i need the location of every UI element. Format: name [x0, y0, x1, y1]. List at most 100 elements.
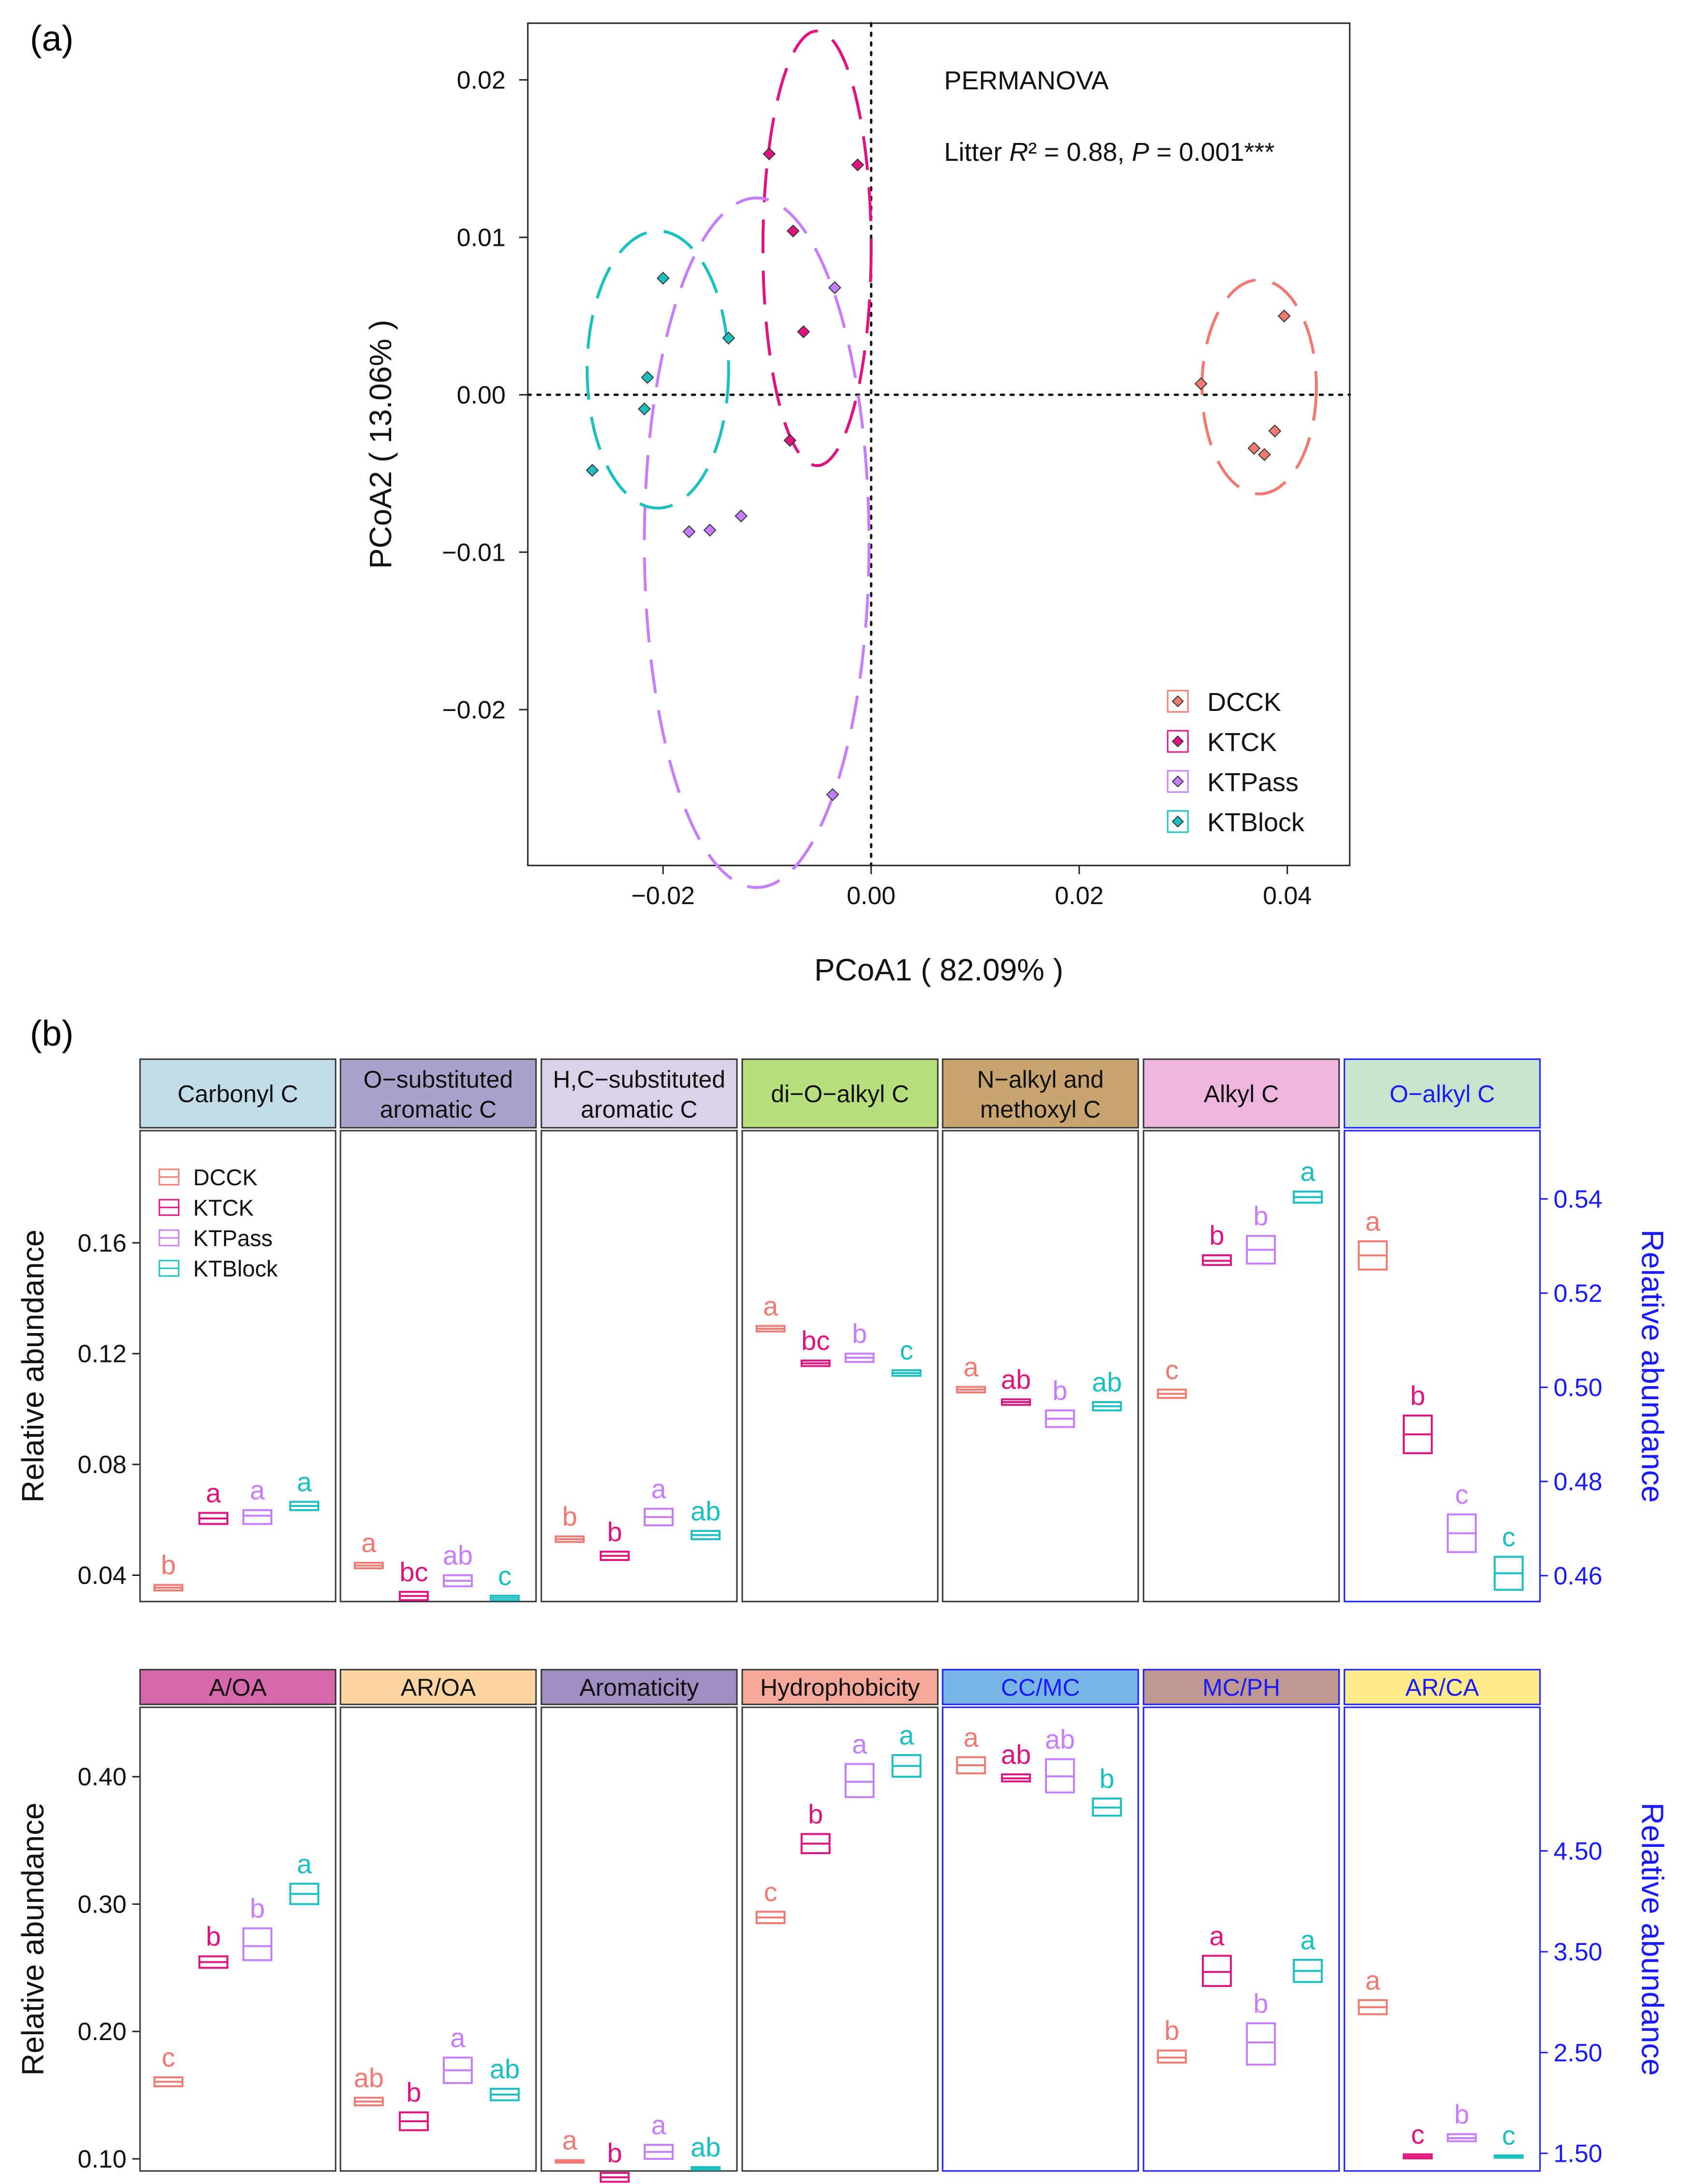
header-title-hydrophobicity: Hydrophobicity — [760, 1674, 920, 1701]
left-tick-label: 0.20 — [78, 2018, 127, 2046]
significance-letter-ktck: b — [406, 2077, 421, 2108]
point-ktblock — [656, 271, 670, 285]
header-title-aromaticity: Aromaticity — [579, 1674, 699, 1701]
panel-a-label: (a) — [30, 18, 73, 58]
significance-letter-dcck: a — [1365, 1206, 1381, 1236]
box-dcck: a — [956, 1722, 986, 1774]
significance-letter-ktck: c — [1411, 2119, 1425, 2150]
legend-key-ktblock — [1167, 810, 1189, 833]
y-tick-label: −0.02 — [442, 696, 506, 724]
legend-marker-ktblock — [1172, 815, 1184, 828]
header-title-line: aromatic C — [380, 1096, 497, 1123]
significance-letter-ktpass: b — [1454, 2099, 1469, 2129]
point-dcck — [1257, 448, 1271, 461]
left-axis-title: Relative abundance — [15, 1802, 50, 2076]
box-body-ktpass — [1246, 2022, 1276, 2066]
significance-letter-ktblock: ab — [691, 2132, 720, 2162]
box-ktck: c — [1402, 2119, 1433, 2159]
point-ktpass — [682, 525, 696, 539]
box-ktck: a — [198, 1477, 228, 1525]
box-dcck: c — [755, 1876, 786, 1925]
frame-ar-ca — [1343, 1706, 1541, 2172]
box-ktpass: c — [1447, 1479, 1477, 1553]
header-title-line: H,C−substituted — [553, 1066, 725, 1093]
right-tick-label: 3.50 — [1554, 1938, 1602, 1966]
left-tick-label: 0.12 — [78, 1340, 127, 1368]
box-dcck: a — [1357, 1965, 1388, 2015]
stat-prefix: Litter — [944, 138, 1009, 167]
box-ktpass: b — [1045, 1375, 1075, 1428]
frame-mc-ph — [1143, 1706, 1340, 2172]
box-ktpass: b — [1447, 2099, 1477, 2142]
x-tick-label: 0.00 — [847, 882, 895, 910]
point-ktck — [783, 434, 797, 447]
point-ktck — [763, 147, 776, 160]
header-a-oa — [139, 1669, 337, 1705]
header-alkyl-c — [1143, 1058, 1340, 1129]
box-dcck: a — [554, 2125, 585, 2164]
frame-o-alkyl-c — [1343, 1130, 1541, 1603]
y-axis-title: PCoA2 ( 13.06% ) — [363, 320, 398, 569]
box-ktblock: c — [1494, 1521, 1524, 1591]
right-tick-label: 0.50 — [1554, 1374, 1602, 1402]
header-cc-mc — [942, 1669, 1139, 1705]
significance-letter-dcck: b — [161, 1550, 176, 1580]
box-ktck: b — [1201, 1220, 1232, 1266]
legend-label-ktblock: KTBlock — [1207, 808, 1305, 837]
legend-marker-dcck — [1172, 695, 1184, 708]
box-dcck: a — [755, 1291, 786, 1333]
stat-r: R — [1009, 138, 1028, 167]
box-ktblock: c — [490, 1560, 520, 1602]
significance-letter-ktpass: a — [852, 1729, 867, 1759]
significance-letter-ktblock: c — [498, 1560, 511, 1591]
box-ktblock: c — [1494, 2120, 1524, 2159]
right-tick-label: 1.50 — [1554, 2140, 1602, 2168]
frame-aromaticity — [540, 1706, 738, 2172]
legend-label-ktpass: KTPass — [1207, 768, 1299, 797]
significance-letter-ktblock: c — [1502, 2120, 1515, 2151]
box-ktblock: a — [1293, 1925, 1323, 1983]
legend-key-ktpass — [1167, 770, 1189, 793]
box-ktpass: a — [845, 1729, 875, 1798]
panel-o-alkyl-c: O−alkyl C a b c c — [1343, 1058, 1541, 1603]
frame-n-alkyl-and-methoxyl-c — [942, 1130, 1139, 1603]
box-ktck: bc — [800, 1325, 831, 1367]
b-legend-label-ktck: KTCK — [193, 1195, 254, 1220]
frame-cc-mc — [942, 1706, 1139, 2172]
header-title-ar-oa: AR/OA — [401, 1674, 476, 1701]
point-ktpass — [828, 281, 841, 295]
panel-carbonyl-c: Carbonyl Cba a a — [139, 1058, 337, 1603]
right-tick-label: 0.52 — [1554, 1279, 1602, 1307]
box-ktck: ab — [1001, 1739, 1031, 1783]
box-ktblock: a — [289, 1848, 320, 1905]
box-ktblock: a — [891, 1720, 922, 1778]
significance-letter-dcck: a — [361, 1528, 377, 1558]
significance-letter-ktck: b — [206, 1921, 221, 1952]
significance-letter-ktck: ab — [1001, 1739, 1031, 1770]
header-title-a-oa: A/OA — [209, 1674, 267, 1701]
significance-letter-ktblock: ab — [490, 2054, 520, 2084]
significance-letter-ktpass: b — [852, 1319, 867, 1349]
significance-letter-dcck: c — [764, 1876, 777, 1907]
box-ktck: b — [599, 2138, 630, 2183]
significance-letter-ktck: bc — [801, 1325, 830, 1356]
frame-o-substituted-aromatic-c — [339, 1130, 537, 1603]
significance-letter-ktpass: a — [250, 1475, 265, 1505]
header-aromaticity — [540, 1669, 738, 1705]
box-dcck: b — [554, 1501, 585, 1543]
right-tick-label: 0.54 — [1554, 1185, 1602, 1213]
box-ktblock: ab — [691, 2132, 720, 2171]
header-o-substituted-aromatic-c — [339, 1058, 537, 1129]
significance-letter-dcck: c — [162, 2042, 175, 2072]
right-tick-label: 0.46 — [1554, 1562, 1602, 1590]
header-h-c-substituted-aromatic-c — [540, 1058, 738, 1129]
frame-hydrophobicity — [741, 1706, 939, 2172]
box-dcck: c — [1157, 1354, 1187, 1399]
box-ktck: b — [198, 1921, 228, 1969]
box-ktpass: ab — [1045, 1724, 1075, 1794]
point-ktpass — [703, 524, 717, 537]
